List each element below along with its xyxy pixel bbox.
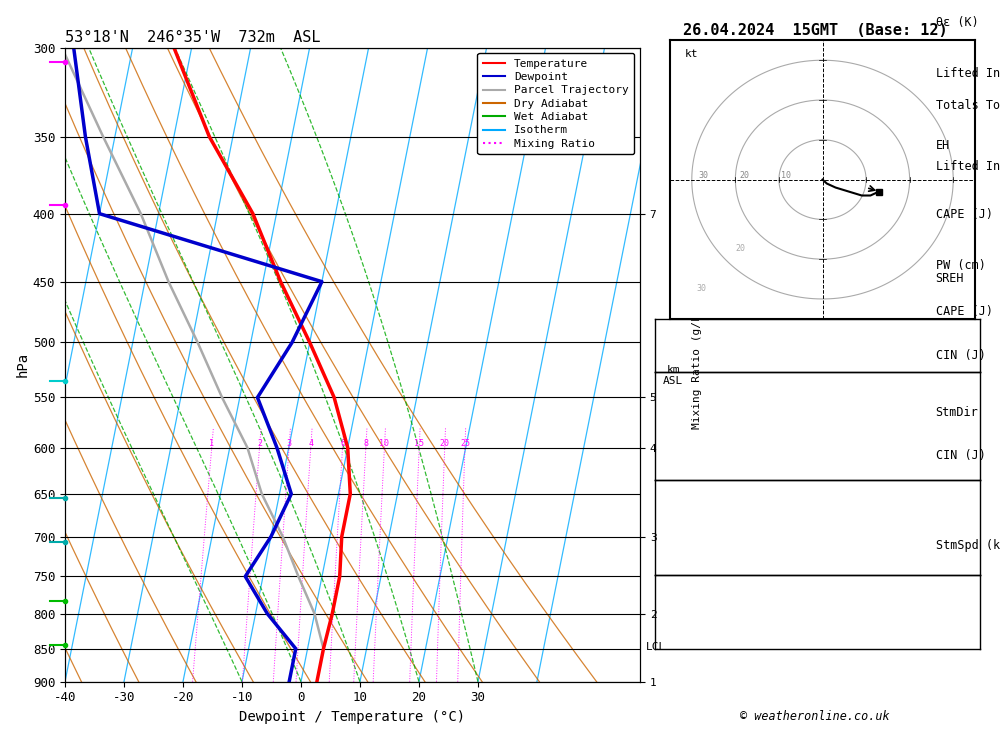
Text: 26.04.2024  15GMT  (Base: 12): 26.04.2024 15GMT (Base: 12): [683, 23, 947, 38]
Text: 20: 20: [740, 171, 750, 180]
Text: Totals Totals: Totals Totals: [936, 99, 1000, 112]
X-axis label: Dewpoint / Temperature (°C): Dewpoint / Temperature (°C): [239, 710, 466, 724]
Y-axis label: hPa: hPa: [16, 352, 30, 377]
Text: kt: kt: [685, 48, 699, 59]
Text: 3: 3: [287, 438, 292, 448]
Text: 30: 30: [696, 284, 706, 293]
Text: 25: 25: [460, 438, 470, 448]
Text: θε (K): θε (K): [936, 16, 978, 29]
Text: 30: 30: [698, 171, 708, 180]
Text: EH: EH: [936, 139, 950, 152]
Text: 20: 20: [735, 244, 745, 253]
Text: CAPE (J): CAPE (J): [936, 208, 993, 221]
Text: LCL: LCL: [646, 642, 666, 652]
Text: Lifted Index: Lifted Index: [936, 161, 1000, 173]
Text: 10: 10: [781, 171, 791, 180]
Text: 20: 20: [440, 438, 450, 448]
Text: 4: 4: [308, 438, 313, 448]
Text: CAPE (J): CAPE (J): [936, 305, 993, 317]
Text: PW (cm): PW (cm): [936, 259, 986, 272]
Text: SREH: SREH: [936, 273, 964, 285]
Text: 10: 10: [379, 438, 389, 448]
Text: 2: 2: [257, 438, 262, 448]
Legend: Temperature, Dewpoint, Parcel Trajectory, Dry Adiabat, Wet Adiabat, Isotherm, Mi: Temperature, Dewpoint, Parcel Trajectory…: [477, 54, 634, 155]
Text: StmDir: StmDir: [936, 405, 978, 419]
Text: 8: 8: [363, 438, 368, 448]
Text: Mixing Ratio (g/kg): Mixing Ratio (g/kg): [692, 301, 702, 429]
Text: © weatheronline.co.uk: © weatheronline.co.uk: [740, 710, 890, 723]
Text: 1: 1: [209, 438, 214, 448]
Text: CIN (J): CIN (J): [936, 449, 986, 462]
Text: Lifted Index: Lifted Index: [936, 67, 1000, 80]
Text: 53°18'N  246°35'W  732m  ASL: 53°18'N 246°35'W 732m ASL: [65, 30, 320, 45]
Text: 15: 15: [414, 438, 424, 448]
Text: 6: 6: [340, 438, 345, 448]
Text: StmSpd (kt): StmSpd (kt): [936, 539, 1000, 552]
Text: CIN (J): CIN (J): [936, 349, 986, 362]
Y-axis label: km
ASL: km ASL: [663, 364, 683, 386]
